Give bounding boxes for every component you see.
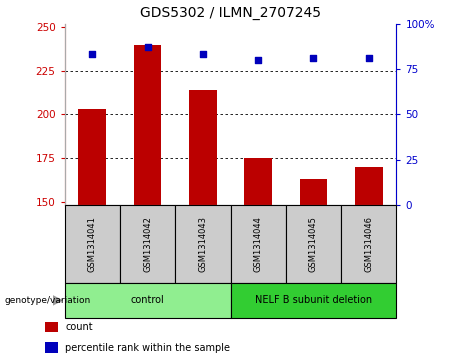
Bar <box>45 342 58 353</box>
Bar <box>286 205 341 283</box>
Text: GSM1314043: GSM1314043 <box>198 216 207 272</box>
Bar <box>189 90 217 205</box>
Point <box>199 52 207 57</box>
Text: NELF B subunit deletion: NELF B subunit deletion <box>255 295 372 305</box>
Text: GSM1314045: GSM1314045 <box>309 216 318 272</box>
Bar <box>65 283 230 318</box>
Bar <box>230 205 286 283</box>
Text: percentile rank within the sample: percentile rank within the sample <box>65 343 230 353</box>
Text: GSM1314044: GSM1314044 <box>254 216 263 272</box>
Bar <box>341 205 396 283</box>
Text: genotype/variation: genotype/variation <box>5 296 91 305</box>
Point <box>254 57 262 63</box>
Bar <box>244 158 272 205</box>
Bar <box>45 322 58 332</box>
Bar <box>300 179 327 205</box>
Text: control: control <box>130 295 165 305</box>
Point <box>89 52 96 57</box>
Bar <box>175 205 230 283</box>
Title: GDS5302 / ILMN_2707245: GDS5302 / ILMN_2707245 <box>140 6 321 20</box>
Point <box>310 55 317 61</box>
Bar <box>355 167 383 205</box>
Polygon shape <box>53 295 63 306</box>
Bar <box>65 205 120 283</box>
Bar <box>230 283 396 318</box>
Text: GSM1314042: GSM1314042 <box>143 216 152 272</box>
Bar <box>78 109 106 205</box>
Text: count: count <box>65 322 93 332</box>
Bar <box>120 205 175 283</box>
Text: GSM1314046: GSM1314046 <box>364 216 373 272</box>
Point <box>365 55 372 61</box>
Bar <box>134 45 161 205</box>
Point <box>144 44 151 50</box>
Text: GSM1314041: GSM1314041 <box>88 216 97 272</box>
